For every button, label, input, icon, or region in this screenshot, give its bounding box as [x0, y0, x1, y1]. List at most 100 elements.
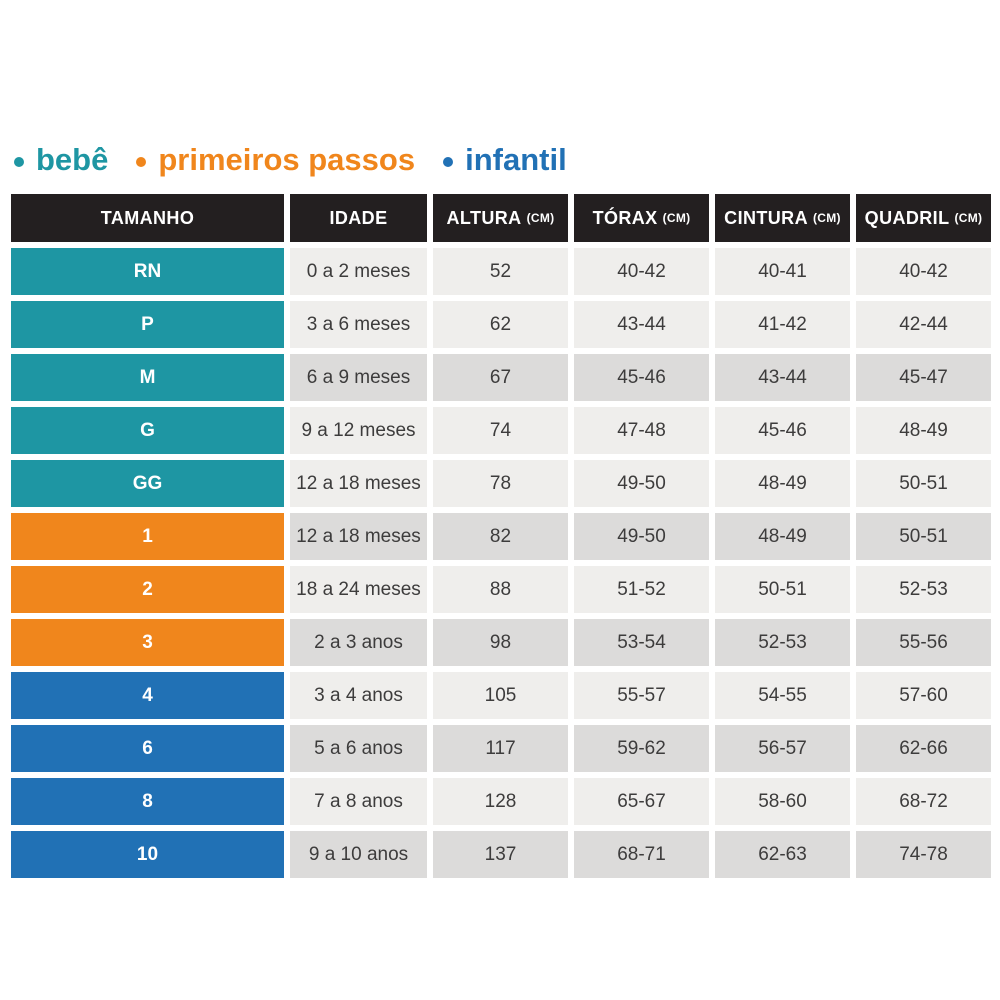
torax-cell: 49-50 [574, 460, 709, 507]
quadril-cell: 50-51 [856, 460, 991, 507]
altura-cell: 62 [433, 301, 568, 348]
column-header: IDADE [290, 194, 427, 242]
idade-cell: 0 a 2 meses [290, 248, 427, 295]
altura-cell: 128 [433, 778, 568, 825]
size-cell: 1 [11, 513, 284, 560]
column-header-label: TAMANHO [100, 207, 195, 228]
quadril-cell: 62-66 [856, 725, 991, 772]
column-header-unit: (CM) [812, 211, 841, 225]
column-header: CINTURA (CM) [715, 194, 850, 242]
size-chart-table: TAMANHO IDADE ALTURA (CM) TÓRAX (CM) CIN… [11, 194, 991, 878]
altura-cell: 117 [433, 725, 568, 772]
altura-cell: 52 [433, 248, 568, 295]
legend-item-label: bebê [36, 142, 109, 177]
torax-cell: 59-62 [574, 725, 709, 772]
size-cell: G [11, 407, 284, 454]
legend-item-label: primeiros passos [158, 142, 416, 177]
column-header-label: QUADRIL [864, 207, 950, 228]
idade-cell: 7 a 8 anos [290, 778, 427, 825]
idade-cell: 12 a 18 meses [290, 460, 427, 507]
cintura-cell: 45-46 [715, 407, 850, 454]
column-header: ALTURA (CM) [433, 194, 568, 242]
legend-bullet-icon [14, 156, 24, 167]
idade-cell: 6 a 9 meses [290, 354, 427, 401]
cintura-cell: 48-49 [715, 513, 850, 560]
size-cell: RN [11, 248, 284, 295]
size-cell: P [11, 301, 284, 348]
cintura-cell: 62-63 [715, 831, 850, 878]
idade-cell: 18 a 24 meses [290, 566, 427, 613]
size-cell: GG [11, 460, 284, 507]
column-header: TAMANHO [11, 194, 284, 242]
altura-cell: 137 [433, 831, 568, 878]
legend-bullet-icon [443, 156, 454, 167]
legend-item: bebê [14, 144, 108, 175]
torax-cell: 55-57 [574, 672, 709, 719]
column-header-unit: (CM) [954, 211, 983, 225]
quadril-cell: 48-49 [856, 407, 991, 454]
altura-cell: 105 [433, 672, 568, 719]
torax-cell: 45-46 [574, 354, 709, 401]
cintura-cell: 58-60 [715, 778, 850, 825]
altura-cell: 88 [433, 566, 568, 613]
legend: bebê primeiros passos infantil [14, 144, 567, 175]
legend-bullet-icon [136, 156, 147, 167]
quadril-cell: 68-72 [856, 778, 991, 825]
quadril-cell: 42-44 [856, 301, 991, 348]
cintura-cell: 52-53 [715, 619, 850, 666]
torax-cell: 43-44 [574, 301, 709, 348]
altura-cell: 78 [433, 460, 568, 507]
torax-cell: 40-42 [574, 248, 709, 295]
cintura-cell: 40-41 [715, 248, 850, 295]
legend-item-label: infantil [465, 142, 567, 177]
quadril-cell: 74-78 [856, 831, 991, 878]
torax-cell: 49-50 [574, 513, 709, 560]
quadril-cell: 40-42 [856, 248, 991, 295]
torax-cell: 47-48 [574, 407, 709, 454]
cintura-cell: 56-57 [715, 725, 850, 772]
size-cell: 6 [11, 725, 284, 772]
cintura-cell: 43-44 [715, 354, 850, 401]
cintura-cell: 54-55 [715, 672, 850, 719]
torax-cell: 68-71 [574, 831, 709, 878]
column-header: QUADRIL (CM) [856, 194, 991, 242]
quadril-cell: 50-51 [856, 513, 991, 560]
legend-item: infantil [443, 144, 567, 175]
size-cell: 8 [11, 778, 284, 825]
column-header-label: IDADE [329, 207, 388, 228]
size-cell: M [11, 354, 284, 401]
legend-item: primeiros passos [136, 144, 415, 175]
altura-cell: 67 [433, 354, 568, 401]
idade-cell: 5 a 6 anos [290, 725, 427, 772]
size-cell: 4 [11, 672, 284, 719]
torax-cell: 53-54 [574, 619, 709, 666]
quadril-cell: 52-53 [856, 566, 991, 613]
idade-cell: 12 a 18 meses [290, 513, 427, 560]
torax-cell: 65-67 [574, 778, 709, 825]
column-header-label: TÓRAX [592, 207, 658, 228]
idade-cell: 3 a 4 anos [290, 672, 427, 719]
cintura-cell: 50-51 [715, 566, 850, 613]
size-cell: 3 [11, 619, 284, 666]
column-header-label: ALTURA [446, 207, 522, 228]
column-header-label: CINTURA [724, 207, 808, 228]
idade-cell: 9 a 12 meses [290, 407, 427, 454]
idade-cell: 3 a 6 meses [290, 301, 427, 348]
altura-cell: 98 [433, 619, 568, 666]
altura-cell: 74 [433, 407, 568, 454]
altura-cell: 82 [433, 513, 568, 560]
quadril-cell: 45-47 [856, 354, 991, 401]
quadril-cell: 55-56 [856, 619, 991, 666]
idade-cell: 2 a 3 anos [290, 619, 427, 666]
size-cell: 2 [11, 566, 284, 613]
column-header-unit: (CM) [526, 211, 555, 225]
cintura-cell: 41-42 [715, 301, 850, 348]
cintura-cell: 48-49 [715, 460, 850, 507]
idade-cell: 9 a 10 anos [290, 831, 427, 878]
column-header-unit: (CM) [662, 211, 691, 225]
torax-cell: 51-52 [574, 566, 709, 613]
column-header: TÓRAX (CM) [574, 194, 709, 242]
size-cell: 10 [11, 831, 284, 878]
quadril-cell: 57-60 [856, 672, 991, 719]
